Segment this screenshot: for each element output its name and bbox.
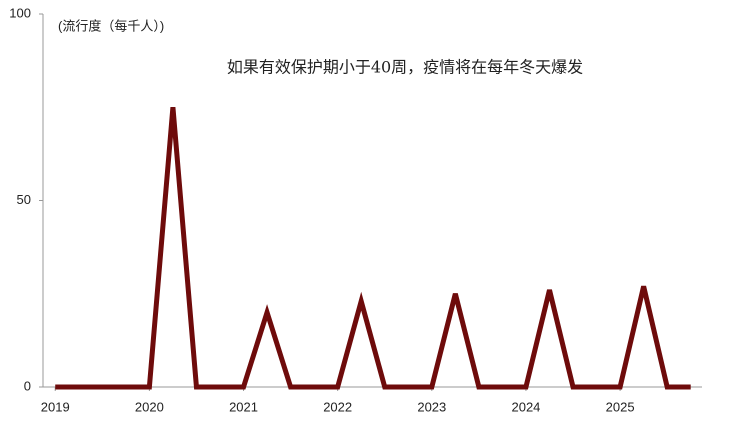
x-tick-label: 2019: [41, 399, 70, 414]
x-tick-label: 2021: [229, 399, 258, 414]
x-tick-label: 2022: [323, 399, 352, 414]
data-line: [55, 107, 691, 390]
y-tick-label: 0: [24, 378, 31, 393]
x-tick-label: 2024: [511, 399, 540, 414]
x-tick-label: 2023: [417, 399, 446, 414]
x-tick-label: 2025: [606, 399, 635, 414]
y-axis-label: (流行度（每千人）): [58, 18, 164, 33]
x-tick-label: 2020: [135, 399, 164, 414]
annotation: 如果有效保护期小于40周，疫情将在每年冬天爆发: [227, 58, 583, 77]
y-tick-label: 50: [17, 192, 31, 207]
y-tick-label: 100: [9, 5, 31, 20]
